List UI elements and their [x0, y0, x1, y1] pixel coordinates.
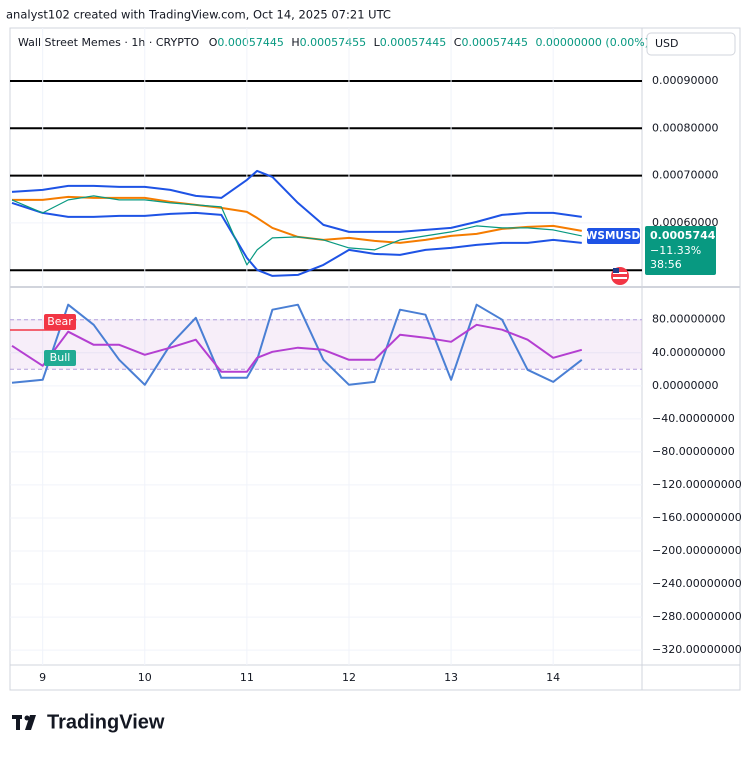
y-tick-label: −80.00000000 [652, 445, 735, 458]
price-tag-countdown: 38:56 [650, 258, 682, 271]
y-tick-label: −200.00000000 [652, 544, 742, 557]
flag-stripe [613, 272, 627, 274]
logo-part [24, 715, 30, 721]
ohlc-label: O [209, 36, 218, 49]
x-tick-label: 12 [342, 671, 356, 684]
signal-badge [44, 350, 76, 366]
logo: TradingView [12, 711, 165, 733]
caption: analyst102 created with TradingView.com,… [6, 8, 391, 22]
ohlc-label: C [454, 36, 462, 49]
y-tick-label: −160.00000000 [652, 511, 742, 524]
ohlc-value: 0.00057445 [461, 36, 527, 49]
price-tag [645, 226, 716, 275]
x-tick-label: 13 [444, 671, 458, 684]
change: 0.00000000 (0.00%) [535, 36, 649, 49]
ohlc-label: L [374, 36, 381, 49]
logo-part [16, 715, 20, 730]
ohlc-value: 0.00057445 [380, 36, 446, 49]
x-tick-label: 14 [546, 671, 560, 684]
x-tick-label: 11 [240, 671, 254, 684]
symbol-tag-text: WSMUSD [586, 230, 641, 242]
data-layer [11, 169, 583, 386]
y-tick-label: −240.00000000 [652, 577, 742, 590]
x-tick-label: 9 [39, 671, 46, 684]
price-tag-price: 0.00057445 [650, 229, 723, 242]
flag-icon [611, 267, 629, 285]
signal-badge [44, 314, 76, 330]
ohlc-value: 0.00057455 [300, 36, 366, 49]
symbol: Wall Street Memes · 1h · CRYPTO [18, 36, 200, 49]
x-tick-label: 10 [138, 671, 152, 684]
y-tick-label: −40.00000000 [652, 412, 735, 425]
signal-label: Bear [47, 315, 73, 328]
logo-part [25, 715, 36, 730]
legend-line: Wall Street Memes · 1h · CRYPTO O0.00057… [18, 36, 649, 49]
y-tick-label: −320.00000000 [652, 643, 742, 656]
symbol-tag [587, 228, 640, 244]
series-line [11, 201, 582, 277]
brand: TradingView [47, 711, 165, 733]
y-tick-label: −120.00000000 [652, 478, 742, 491]
ohlc-label: H [291, 36, 299, 49]
plot-area: 0.00060000 0.00070000 0.00080000 0.00090000… [10, 28, 742, 684]
flag-canton [613, 268, 619, 273]
y-tick-label: 0.00070000 [652, 169, 718, 182]
y-tick-label: 40.00000000 [652, 346, 725, 359]
y-tick-label: 0.00080000 [652, 121, 718, 134]
label-layer: 0.00060000 0.00070000 0.00080000 0.00090000… [10, 74, 742, 684]
y-tick-label: −280.00000000 [652, 610, 742, 623]
currency-label[interactable]: USD [655, 37, 679, 50]
series-line [11, 303, 583, 386]
price-tag-change: −11.33% [650, 244, 701, 257]
series-line [11, 195, 582, 266]
y-tick-label: 0.00000000 [652, 379, 718, 392]
series-line [11, 323, 583, 373]
currency-button[interactable] [646, 32, 736, 56]
y-tick-label: 0.00090000 [652, 74, 718, 87]
ohlc-value: 0.00057445 [217, 36, 283, 49]
y-tick-label: 80.00000000 [652, 313, 725, 326]
flag-stripe [613, 277, 627, 279]
y-tick-label: 0.00060000 [652, 216, 718, 229]
signal-label: Bull [50, 351, 71, 364]
chart-frame [9, 27, 741, 691]
series-line [12, 195, 582, 244]
series-line [11, 169, 582, 233]
